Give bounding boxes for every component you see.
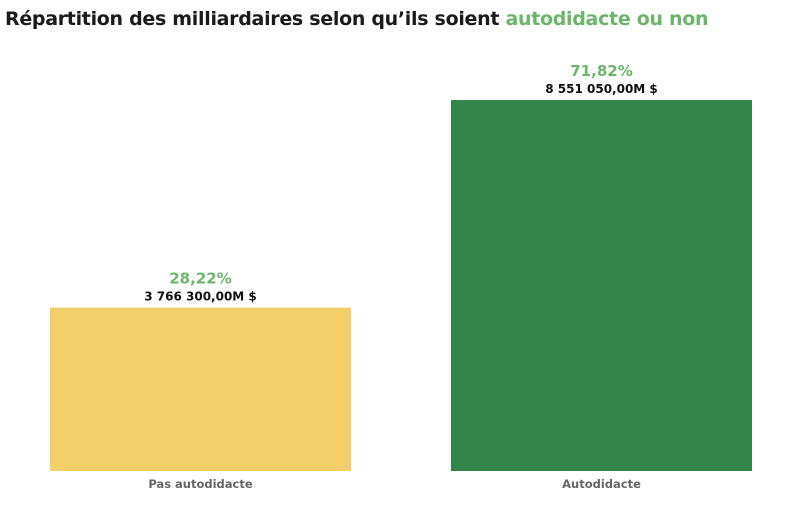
percent-label: 71,82% — [570, 62, 632, 80]
value-label: 3 766 300,00M $ — [144, 290, 257, 304]
category-label: Autodidacte — [562, 477, 641, 491]
category-label: Pas autodidacte — [148, 477, 253, 491]
percent-label: 28,22% — [169, 270, 231, 288]
bar-autodidacte[interactable] — [451, 100, 752, 471]
chart-title-prefix: Répartition des milliardaires selon qu’i… — [5, 8, 506, 30]
bar-pas-autodidacte[interactable] — [50, 307, 351, 471]
value-label: 8 551 050,00M $ — [545, 82, 658, 96]
chart-title-highlight: autodidacte ou non — [505, 8, 709, 30]
chart-title: Répartition des milliardaires selon qu’i… — [5, 8, 709, 30]
